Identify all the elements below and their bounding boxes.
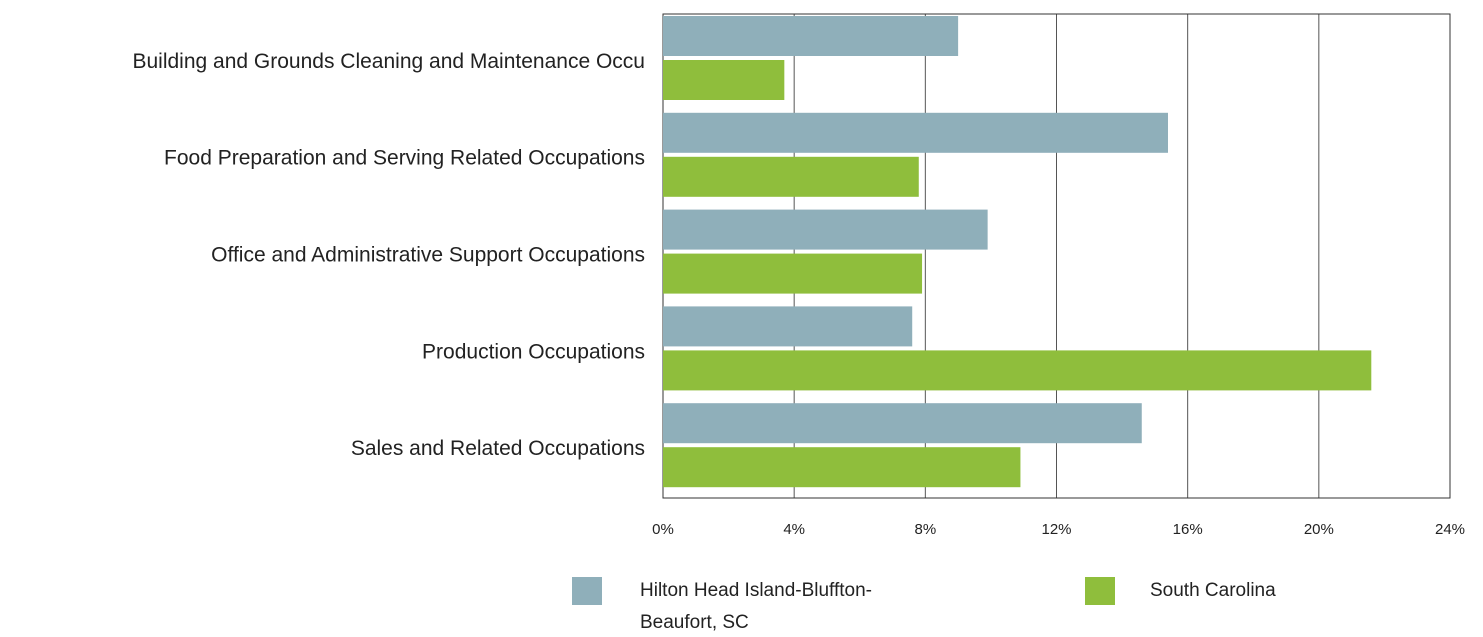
- bar: [663, 209, 988, 250]
- legend-swatch: [1085, 577, 1115, 605]
- x-tick-label: 0%: [652, 521, 674, 538]
- y-tick-label: Sales and Related Occupations: [351, 437, 645, 460]
- bar: [663, 156, 919, 197]
- x-tick-label: 24%: [1435, 521, 1465, 538]
- x-tick-label: 12%: [1041, 521, 1071, 538]
- bar: [663, 60, 785, 100]
- bar: [663, 306, 913, 347]
- x-tick-label: 4%: [783, 521, 805, 538]
- bar: [663, 112, 1168, 153]
- legend-swatch: [572, 577, 602, 605]
- x-tick-label: 20%: [1304, 521, 1334, 538]
- bar: [663, 253, 923, 294]
- legend-label: South Carolina: [1150, 580, 1276, 601]
- bar: [663, 403, 1142, 444]
- y-tick-label: Office and Administrative Support Occupa…: [211, 244, 645, 267]
- bar: [663, 16, 959, 56]
- bar: [663, 350, 1372, 391]
- y-tick-label: Production Occupations: [422, 340, 645, 363]
- y-tick-label: Building and Grounds Cleaning and Mainte…: [132, 50, 645, 73]
- x-tick-label: 16%: [1173, 521, 1203, 538]
- x-tick-label: 8%: [914, 521, 936, 538]
- legend-label: Hilton Head Island-Bluffton-Beaufort, SC: [640, 580, 872, 633]
- bar: [663, 447, 1021, 488]
- y-tick-label: Food Preparation and Serving Related Occ…: [164, 147, 645, 170]
